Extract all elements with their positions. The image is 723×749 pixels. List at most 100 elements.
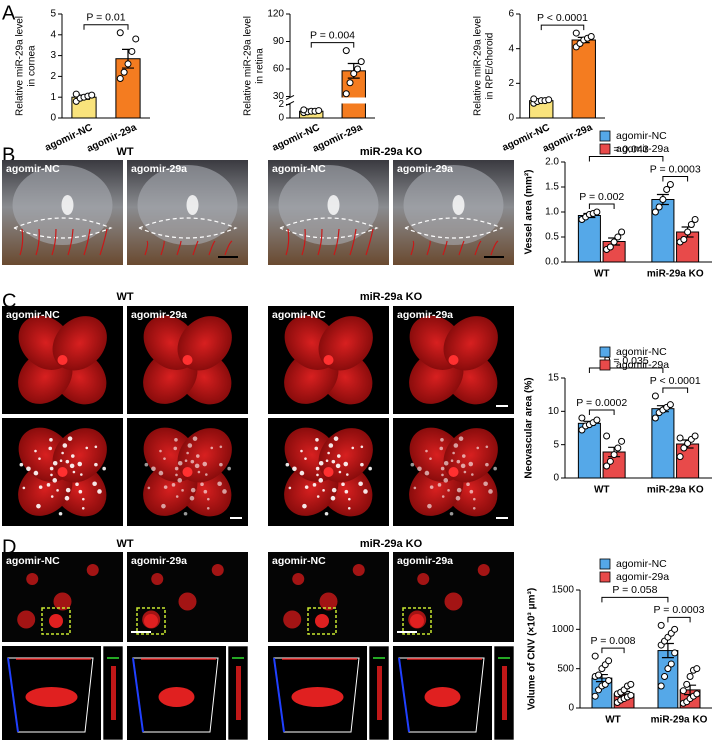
- neovascular-tuft: [69, 463, 75, 469]
- data-point: [661, 673, 669, 681]
- neovascular-tuft: [348, 497, 351, 501]
- vessel-boundary: [404, 217, 504, 239]
- group-label: miR-29a KO: [360, 146, 423, 158]
- neovascular-tuft: [485, 445, 489, 449]
- data-point: [603, 462, 611, 470]
- x-tick-label: WT: [594, 485, 610, 496]
- cnv-lesion: [315, 614, 329, 628]
- vessel: [67, 228, 74, 256]
- neovascular-tuft: [425, 449, 428, 453]
- legend-swatch: [599, 359, 611, 371]
- data-point: [627, 691, 635, 699]
- neovascular-tuft: [456, 459, 461, 464]
- significance-bracket: [667, 616, 691, 623]
- data-point: [116, 74, 124, 82]
- neovascular-tuft: [315, 438, 319, 442]
- data-point: [627, 680, 635, 688]
- neovascular-tuft: [219, 462, 223, 467]
- vessel: [144, 240, 149, 256]
- legend-swatch: [599, 130, 611, 142]
- vessel-boundary: [138, 217, 238, 239]
- neovascular-tuft: [452, 451, 455, 455]
- group-label: WT: [116, 291, 133, 303]
- p-value: P = 0.01: [86, 12, 125, 24]
- neovascular-tuft: [19, 462, 24, 467]
- neovascular-tuft: [92, 481, 97, 487]
- data-point: [657, 621, 665, 629]
- data-point: [342, 90, 350, 98]
- data-point: [350, 70, 358, 78]
- neovascular-tuft: [472, 506, 476, 510]
- data-point: [683, 680, 691, 688]
- cnv-lesion: [144, 614, 158, 628]
- neovascular-tuft: [174, 466, 179, 471]
- neovascular-tuft: [163, 485, 168, 489]
- y-tick-label: 3: [50, 50, 56, 61]
- neovascular-tuft: [437, 483, 442, 487]
- data-point: [593, 416, 601, 424]
- neovascular-tuft: [341, 482, 345, 487]
- neovascular-tuft: [441, 495, 445, 498]
- neovascular-tuft: [219, 445, 223, 449]
- data-point: [315, 107, 323, 115]
- group-label: miR-29a KO: [360, 538, 423, 550]
- neovascular-tuft: [173, 446, 178, 451]
- neovascular-tuft: [67, 436, 73, 441]
- cnv-3d: [291, 687, 344, 707]
- p-value: P < 0.0001: [537, 12, 588, 24]
- y-tick-label: 1500: [552, 585, 575, 596]
- data-point: [572, 29, 580, 37]
- data-point: [116, 29, 124, 37]
- cnv-lesion: [178, 592, 197, 611]
- data-point: [124, 60, 132, 68]
- neovascular-tuft: [330, 495, 336, 501]
- legend-label: agomir-NC: [616, 130, 667, 142]
- y-tick-label: 1.5: [545, 182, 559, 193]
- neovascular-tuft: [72, 470, 76, 474]
- neovascular-tuft: [324, 511, 329, 516]
- data-point: [346, 79, 354, 87]
- neovascular-tuft: [82, 497, 85, 501]
- vessel: [333, 228, 340, 256]
- image-label: agomir-NC: [272, 163, 326, 175]
- vessel: [458, 240, 465, 256]
- data-point: [651, 414, 659, 422]
- data-point: [666, 181, 674, 188]
- image-label: agomir-NC: [272, 309, 326, 321]
- vessel: [285, 228, 290, 256]
- cnv-lesion: [151, 573, 164, 585]
- y-tick-label: 10: [548, 406, 560, 417]
- neovascular-tuft: [48, 446, 53, 451]
- image-label: agomir-29a: [131, 163, 187, 175]
- cnv-lesion: [26, 573, 39, 585]
- data-point: [676, 434, 684, 442]
- neovascular-tuft: [483, 481, 488, 487]
- data-point: [605, 657, 613, 665]
- image-label: agomir-NC: [6, 163, 60, 175]
- vessel: [160, 240, 165, 256]
- cnv-3d: [424, 687, 461, 707]
- data-point: [128, 47, 136, 55]
- data-point: [651, 392, 659, 400]
- neovascular-tuft: [85, 446, 89, 450]
- x-tick-label: WT: [594, 269, 610, 280]
- neovascular-tuft: [453, 443, 459, 448]
- z-axis: [398, 657, 410, 733]
- data-point: [684, 228, 692, 236]
- neovascular-tuft: [424, 470, 430, 476]
- vessel: [19, 228, 24, 256]
- y-axis-label: Volume of CNV (×10³ μm³): [527, 588, 538, 710]
- y-tick-label: 0: [50, 113, 56, 124]
- legend-label: agomir-NC: [616, 558, 667, 570]
- data-point: [676, 453, 684, 461]
- y-tick-label: 4: [50, 29, 56, 40]
- cnv-lesion: [17, 610, 36, 629]
- cnv-lesion: [86, 564, 99, 576]
- neovascular-tuft: [461, 454, 466, 458]
- neovascular-tuft: [177, 460, 183, 466]
- vessel: [99, 228, 108, 256]
- cnv-lesion: [211, 564, 224, 576]
- cnv-lesion: [49, 614, 63, 628]
- significance-bracket: [588, 367, 664, 373]
- data-point: [686, 673, 694, 681]
